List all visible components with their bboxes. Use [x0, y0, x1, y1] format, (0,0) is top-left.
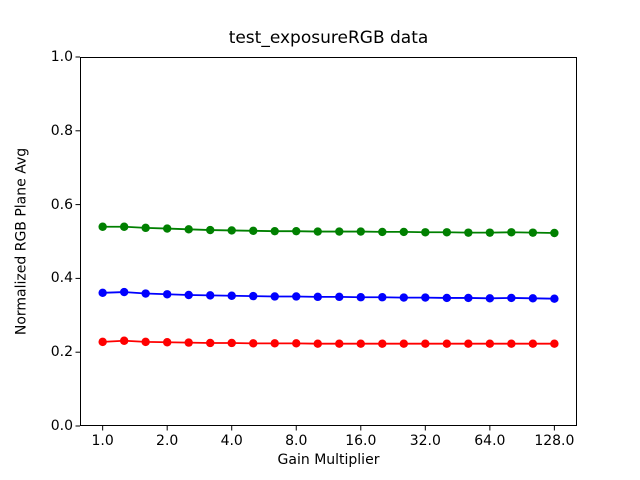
y-tick-label: 0.0: [50, 418, 73, 434]
data-point-blue-plane: [162, 290, 172, 299]
y-tick-label: 0.2: [50, 344, 73, 361]
data-point-blue-plane: [550, 294, 559, 303]
series-line-green-plane: [102, 225, 555, 234]
data-point-green-plane: [292, 226, 301, 236]
data-point-red-plane: [227, 338, 236, 348]
data-point-red-plane: [399, 339, 408, 348]
y-tick-label: 0.6: [50, 196, 73, 213]
data-point-red-plane: [292, 339, 301, 348]
data-point-red-plane: [485, 339, 495, 348]
series-line-blue-plane: [102, 291, 555, 300]
data-point-blue-plane: [335, 292, 344, 302]
data-point-blue-plane: [227, 291, 236, 300]
data-point-red-plane: [141, 337, 150, 347]
data-point-green-plane: [227, 226, 236, 235]
data-point-green-plane: [528, 228, 538, 237]
x-tick-label: 32.0: [409, 433, 441, 449]
data-point-green-plane: [249, 226, 258, 235]
data-point-red-plane: [356, 339, 365, 348]
data-point-red-plane: [270, 339, 279, 348]
x-tick-label: 2.0: [156, 433, 179, 449]
chart-title: test_exposureRGB data: [228, 28, 429, 48]
data-point-green-plane: [485, 228, 495, 237]
y-tick-label: 0.8: [50, 122, 73, 139]
data-point-green-plane: [378, 227, 387, 237]
data-point-blue-plane: [270, 292, 279, 301]
data-point-blue-plane: [184, 290, 193, 300]
data-point-green-plane: [550, 228, 559, 238]
plot-area: [80, 57, 577, 426]
data-point-red-plane: [421, 339, 430, 348]
data-point-green-plane: [464, 228, 473, 237]
data-point-green-plane: [399, 227, 408, 237]
data-point-green-plane: [313, 227, 322, 236]
data-point-red-plane: [442, 339, 452, 348]
data-point-green-plane: [206, 225, 215, 235]
data-point-red-plane: [550, 339, 559, 348]
x-tick-label: 4.0: [220, 433, 243, 449]
y-tick-label: 1.0: [50, 49, 73, 65]
y-tick-label: 0.4: [50, 270, 73, 287]
data-point-blue-plane: [119, 287, 129, 297]
data-point-red-plane: [378, 339, 387, 348]
data-point-red-plane: [313, 339, 322, 348]
data-point-red-plane: [206, 338, 215, 348]
x-tick-label: 1.0: [91, 433, 114, 449]
data-point-green-plane: [141, 223, 150, 233]
x-tick-label: 8.0: [285, 433, 308, 449]
data-point-blue-plane: [464, 293, 473, 303]
data-point-red-plane: [249, 339, 258, 348]
data-point-green-plane: [162, 224, 172, 233]
x-axis-label: Gain Multiplier: [277, 452, 380, 468]
data-point-green-plane: [184, 225, 193, 234]
data-point-green-plane: [507, 228, 516, 237]
data-point-blue-plane: [378, 293, 387, 302]
data-point-blue-plane: [206, 291, 215, 300]
data-point-blue-plane: [399, 293, 408, 302]
data-point-blue-plane: [98, 288, 107, 297]
data-point-blue-plane: [141, 289, 150, 298]
data-point-blue-plane: [292, 292, 301, 301]
data-point-green-plane: [335, 227, 344, 236]
x-tick-label: 16.0: [345, 433, 377, 449]
data-point-red-plane: [162, 338, 172, 347]
data-point-blue-plane: [507, 293, 516, 303]
data-point-blue-plane: [421, 293, 430, 302]
data-point-green-plane: [119, 222, 129, 231]
data-point-blue-plane: [528, 294, 538, 303]
data-point-green-plane: [98, 222, 107, 231]
data-point-green-plane: [442, 228, 452, 237]
data-point-red-plane: [184, 338, 193, 347]
data-point-red-plane: [335, 339, 344, 348]
data-point-blue-plane: [442, 293, 452, 303]
data-point-green-plane: [356, 227, 365, 236]
data-point-green-plane: [270, 226, 279, 236]
data-point-red-plane: [119, 336, 129, 345]
data-point-red-plane: [464, 339, 473, 348]
data-point-green-plane: [421, 228, 430, 237]
data-point-red-plane: [528, 339, 538, 348]
plot-svg: [75, 56, 559, 431]
data-point-red-plane: [507, 339, 516, 348]
data-point-blue-plane: [356, 293, 365, 302]
data-point-red-plane: [98, 337, 107, 347]
data-point-blue-plane: [249, 291, 258, 301]
data-point-blue-plane: [485, 294, 495, 303]
x-tick-label: 128.0: [534, 433, 575, 449]
x-tick-label: 64.0: [474, 433, 506, 449]
series-line-red-plane: [102, 339, 555, 345]
data-point-blue-plane: [313, 292, 322, 302]
